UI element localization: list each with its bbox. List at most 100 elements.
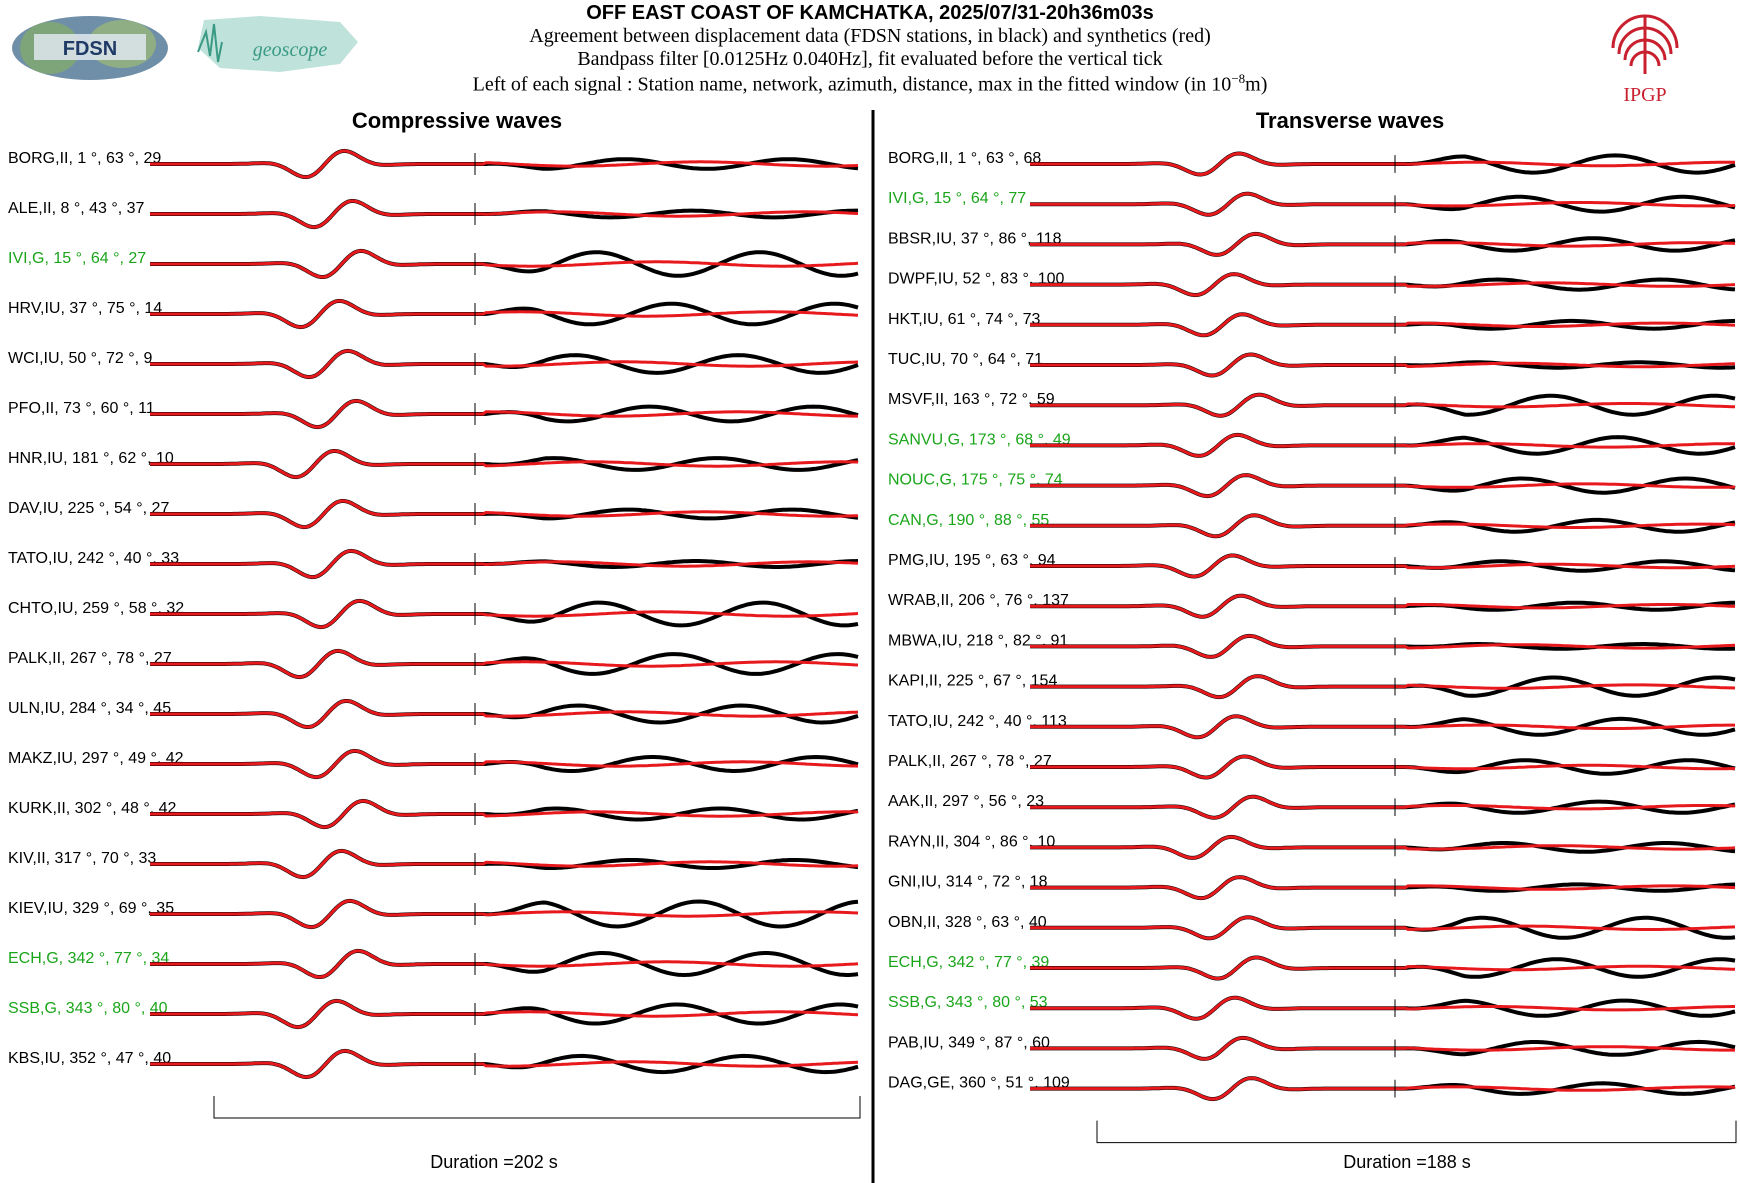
station-trace: ULN,IU, 284 °, 34 °, 45: [8, 699, 859, 729]
synthetic-trace: [1030, 393, 1735, 418]
ipgp-logo: IPGP: [1611, 14, 1679, 106]
station-label: SANVU,G, 173 °, 68 °, 49: [888, 431, 1071, 448]
station-trace: OBN,II, 328 °, 63 °, 40: [888, 914, 1736, 941]
station-trace: TATO,IU, 242 °, 40 °, 113: [888, 713, 1736, 740]
synthetic-trace: [150, 449, 858, 479]
station-label: BORG,II, 1 °, 63 °, 68: [888, 150, 1041, 167]
station-trace: IVI,G, 15 °, 64 °, 27: [8, 248, 859, 279]
station-label: NOUC,G, 175 °, 75 °, 74: [888, 472, 1063, 489]
station-trace: WCI,IU, 50 °, 72 °, 9: [8, 348, 859, 380]
station-label: AAK,II, 297 °, 56 °, 23: [888, 793, 1044, 810]
station-label: WRAB,II, 206 °, 76 °, 137: [888, 592, 1069, 609]
station-trace: BORG,II, 1 °, 63 °, 68: [888, 150, 1736, 177]
synthetic-trace: [1030, 755, 1736, 780]
figure-header: FDSN geoscope IPGP OFF EAST COAST OF KAM…: [0, 0, 1740, 106]
synthetic-trace: [1030, 875, 1736, 900]
synthetic-trace: [1030, 1036, 1735, 1061]
synthetic-trace: [150, 549, 859, 579]
station-label: WCI,IU, 50 °, 72 °, 9: [8, 350, 153, 367]
station-trace: DAG,GE, 360 °, 51 °, 109: [888, 1075, 1736, 1102]
synthetic-trace: [1030, 554, 1736, 579]
synthetic-trace: [1030, 915, 1736, 940]
station-label: IVI,G, 15 °, 64 °, 77: [888, 190, 1026, 207]
synthetic-trace: [1030, 312, 1736, 337]
station-trace: DWPF,IU, 52 °, 83 °, 100: [888, 271, 1736, 298]
station-label: RAYN,II, 304 °, 86 °, 10: [888, 833, 1055, 850]
ipgp-logo-text: IPGP: [1623, 84, 1666, 106]
station-label: GNI,IU, 314 °, 72 °, 18: [888, 874, 1048, 891]
station-trace: SANVU,G, 173 °, 68 °, 49: [888, 431, 1736, 458]
synthetic-trace: [150, 249, 859, 279]
station-label: OBN,II, 328 °, 63 °, 40: [888, 914, 1047, 931]
geoscope-logo: geoscope: [197, 16, 358, 72]
station-label: PAB,IU, 349 °, 87 °, 60: [888, 1034, 1050, 1051]
figure-title: OFF EAST COAST OF KAMCHATKA, 2025/07/31-…: [586, 2, 1154, 24]
duration-label: Duration =202 s: [430, 1152, 558, 1172]
synthetic-trace: [1030, 956, 1736, 980]
subtitle-line-3-exponent: −8: [1231, 71, 1246, 86]
subtitle-line-3: Left of each signal : Station name, netw…: [160, 71, 1580, 97]
synthetic-trace: [150, 949, 859, 979]
synthetic-trace: [150, 699, 859, 729]
station-trace: PAB,IU, 349 °, 87 °, 60: [888, 1034, 1736, 1061]
synthetic-trace: [1030, 151, 1735, 177]
station-label: CHTO,IU, 259 °, 58 °, 32: [8, 600, 184, 617]
station-trace: GNI,IU, 314 °, 72 °, 18: [888, 874, 1736, 901]
synthetic-trace: [150, 899, 859, 929]
station-label: HNR,IU, 181 °, 62 °, 10: [8, 450, 174, 467]
station-label: TATO,IU, 242 °, 40 °, 33: [8, 550, 179, 567]
synthetic-trace: [1030, 714, 1735, 739]
station-label: ECH,G, 342 °, 77 °, 34: [8, 950, 169, 967]
station-label: BBSR,IU, 37 °, 86 °, 118: [888, 230, 1062, 247]
subtitle-line-3-suffix: m): [1245, 73, 1268, 96]
station-label: HRV,IU, 37 °, 75 °, 14: [8, 300, 162, 317]
station-label: PMG,IU, 195 °, 63 °, 94: [888, 552, 1056, 569]
station-label: KIEV,IU, 329 °, 69 °, 35: [8, 900, 174, 917]
synthetic-trace: [1030, 352, 1736, 378]
compressive-panel: Compressive waves BORG,II, 1 °, 63 °, 29 A…: [8, 108, 861, 1172]
station-label: HKT,IU, 61 °, 74 °, 73: [888, 311, 1041, 328]
station-label: BORG,II, 1 °, 63 °, 29: [8, 150, 161, 167]
synthetic-trace: [150, 199, 859, 229]
station-trace: MAKZ,IU, 297 °, 49 °, 42: [8, 748, 859, 780]
subtitle-line-1: Agreement between displacement data (FDS…: [529, 25, 1211, 47]
station-trace: WRAB,II, 206 °, 76 °, 137: [888, 592, 1736, 619]
synthetic-trace: [1030, 634, 1736, 659]
synthetic-trace: [1030, 835, 1736, 860]
transverse-panel: Transverse waves BORG,II, 1 °, 63 °, 68 IV…: [888, 108, 1737, 1172]
synthetic-trace: [150, 349, 859, 379]
station-trace: KURK,II, 302 °, 48 °, 42: [8, 798, 859, 830]
station-label: PALK,II, 267 °, 78 °, 27: [8, 650, 172, 667]
station-trace: KAPI,II, 225 °, 67 °, 154: [888, 673, 1736, 700]
synthetic-trace: [1030, 272, 1736, 297]
station-label: ECH,G, 342 °, 77 °, 39: [888, 954, 1049, 971]
station-trace: NOUC,G, 175 °, 75 °, 74: [888, 472, 1736, 499]
synthetic-trace: [1030, 513, 1736, 538]
station-trace: CAN,G, 190 °, 88 °, 55: [888, 512, 1736, 539]
panel-title: Transverse waves: [1256, 108, 1444, 133]
fdsn-logo: FDSN: [12, 16, 168, 80]
station-trace: AAK,II, 297 °, 56 °, 23: [888, 793, 1736, 820]
duration-bracket: [213, 1096, 861, 1119]
station-trace: ALE,II, 8 °, 43 °, 37: [8, 199, 859, 230]
station-trace: DAV,IU, 225 °, 54 °, 27: [8, 498, 859, 530]
station-label: TATO,IU, 242 °, 40 °, 113: [888, 713, 1067, 730]
station-label: DWPF,IU, 52 °, 83 °, 100: [888, 271, 1065, 288]
synthetic-trace: [1030, 192, 1736, 217]
synthetic-trace: [1030, 232, 1736, 257]
duration-bracket: [1096, 1120, 1737, 1144]
station-trace: SSB,G, 343 °, 80 °, 53: [888, 994, 1736, 1021]
synthetic-trace: [1030, 795, 1736, 820]
station-trace: TATO,IU, 242 °, 40 °, 33: [8, 548, 859, 580]
synthetic-trace: [150, 299, 859, 329]
synthetic-trace: [150, 799, 858, 829]
station-trace: PFO,II, 73 °, 60 °, 11: [8, 398, 859, 430]
station-trace: KIV,II, 317 °, 70 °, 33: [8, 848, 859, 880]
station-trace: BORG,II, 1 °, 63 °, 29: [8, 148, 859, 180]
station-trace: PALK,II, 267 °, 78 °, 27: [8, 648, 859, 680]
station-trace: PMG,IU, 195 °, 63 °, 94: [888, 552, 1736, 579]
station-label: SSB,G, 343 °, 80 °, 53: [888, 994, 1048, 1011]
station-label: TUC,IU, 70 °, 64 °, 71: [888, 351, 1043, 368]
subtitle-line-3-prefix: Left of each signal : Station name, netw…: [472, 73, 1232, 96]
synthetic-trace: [150, 399, 858, 429]
